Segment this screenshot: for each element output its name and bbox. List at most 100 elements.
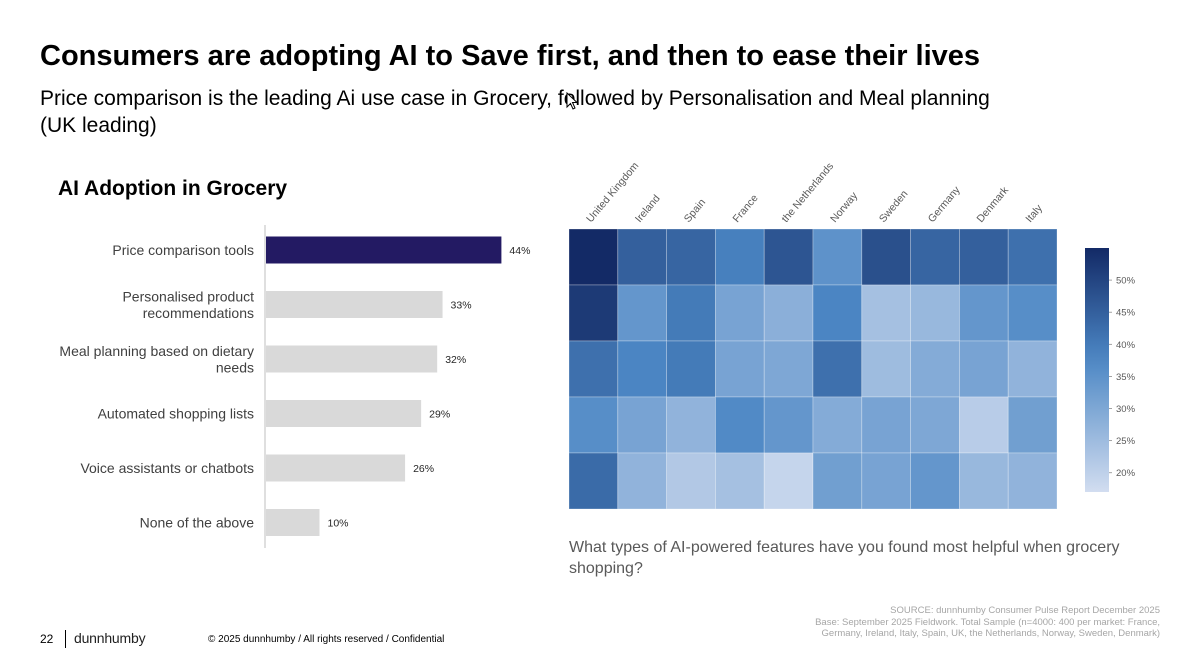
bar-value-label: 33% [451, 300, 472, 312]
bar [266, 509, 320, 536]
source-line-1: SOURCE: dunnhumby Consumer Pulse Report … [890, 605, 1160, 616]
bar-category-label: Personalised product [122, 288, 254, 304]
heatmap-cell [763, 452, 814, 510]
heatmap-cell [812, 452, 863, 510]
bar-category-label: needs [216, 359, 254, 375]
heatmap-cell [1007, 340, 1058, 398]
heatmap-cell [617, 284, 667, 342]
heatmap-cell [1007, 284, 1058, 342]
footer-divider [65, 630, 66, 648]
slide-subtitle: Price comparison is the leading Ai use c… [40, 87, 990, 137]
heatmap-column-label: the Netherlands [779, 160, 836, 225]
bar-value-label: 29% [429, 409, 450, 421]
heatmap-cell [666, 340, 716, 398]
heatmap-cell [861, 452, 911, 510]
heatmap-cell [763, 284, 814, 342]
bar [266, 345, 438, 373]
bar-category-label: Price comparison tools [112, 242, 254, 258]
bar [266, 291, 443, 318]
heatmap-cell [861, 284, 911, 342]
heatmap-cell [714, 284, 765, 342]
heatmap-cell [958, 284, 1009, 342]
bar-value-label: 26% [413, 463, 434, 475]
heatmap-cell [910, 284, 960, 342]
bar-value-label: 32% [445, 354, 466, 366]
heatmap-column-label: Italy [1023, 202, 1045, 225]
survey-question: What types of AI-powered features have y… [569, 539, 1120, 577]
heatmap-cell [714, 452, 765, 510]
heatmap-cell [666, 228, 716, 286]
heatmap-cell [617, 452, 667, 510]
bar-chart-title: AI Adoption in Grocery [58, 177, 288, 200]
heatmap-cell [763, 396, 814, 454]
heatmap-cell [568, 340, 619, 398]
bar [266, 236, 502, 264]
heatmap-column-label: Germany [926, 184, 963, 225]
bar-value-label: 10% [328, 518, 349, 530]
heatmap-column-label: Spain [682, 197, 709, 225]
colorbar-tick-label: 30% [1116, 404, 1136, 415]
heatmap-cell [861, 228, 911, 286]
heatmap-cell [1007, 396, 1058, 454]
bar-category-label: Automated shopping lists [98, 406, 254, 422]
heatmap-cell [714, 228, 765, 286]
bar [266, 400, 422, 427]
heatmap-cell [812, 340, 863, 398]
colorbar [1085, 248, 1109, 492]
heatmap-cell [958, 396, 1009, 454]
bar-category-label: Meal planning based on dietary [59, 343, 254, 359]
heatmap-cell [958, 340, 1009, 398]
colorbar-tick-label: 20% [1116, 468, 1136, 479]
colorbar-tick-label: 50% [1116, 276, 1136, 287]
copyright-text: © 2025 dunnhumby / All rights reserved /… [208, 634, 445, 645]
colorbar-tick-label: 35% [1116, 372, 1136, 383]
heatmap-cell [958, 228, 1009, 286]
brand-logo: dunnhumby [74, 630, 146, 646]
heatmap-cell [568, 452, 619, 510]
heatmap-cell [568, 284, 619, 342]
heatmap-cell [861, 340, 911, 398]
bar-category-label: Voice assistants or chatbots [80, 460, 254, 476]
heatmap-cell [910, 228, 960, 286]
heatmap-cell [617, 396, 667, 454]
bar-category-label: None of the above [140, 515, 255, 531]
mouse-cursor-icon [566, 92, 579, 110]
bar [266, 454, 406, 482]
heatmap-cell [763, 340, 814, 398]
heatmap-column-label: France [731, 192, 761, 225]
heatmap-cell [617, 340, 667, 398]
colorbar-tick-label: 45% [1116, 308, 1136, 319]
source-line-3: Germany, Ireland, Italy, Spain, UK, the … [821, 628, 1160, 639]
heatmap-cell [568, 228, 619, 286]
heatmap-cell [568, 396, 619, 454]
heatmap-cell [714, 340, 765, 398]
colorbar-tick-label: 40% [1116, 340, 1136, 351]
heatmap-cell [666, 452, 716, 510]
heatmap-cell [910, 340, 960, 398]
page-number: 22 [40, 632, 54, 646]
heatmap-cell [812, 284, 863, 342]
heatmap-cell [958, 452, 1009, 510]
bar-category-label: recommendations [143, 305, 254, 321]
source-line-2: Base: September 2025 Fieldwork. Total Sa… [815, 616, 1160, 628]
heatmap-cell [1007, 452, 1058, 510]
bar-value-label: 44% [509, 245, 530, 257]
colorbar-tick-label: 25% [1116, 436, 1136, 447]
heatmap-column-label: Sweden [877, 188, 911, 225]
source-note: SOURCE: dunnhumby Consumer Pulse Report … [740, 605, 1160, 640]
slide-title: Consumers are adopting AI to Save first,… [40, 40, 981, 72]
heatmap-column-label: Norway [828, 189, 861, 225]
heatmap-cell [910, 452, 960, 510]
heatmap-cell [714, 396, 765, 454]
heatmap-column-label: Denmark [975, 184, 1012, 225]
heatmap-cell [666, 396, 716, 454]
heatmap-cell [763, 228, 814, 286]
heatmap-cell [861, 396, 911, 454]
heatmap-cell [617, 228, 667, 286]
heatmap-column-label: United Kingdom [584, 160, 641, 225]
heatmap-cell [910, 396, 960, 454]
heatmap-cell [812, 396, 863, 454]
heatmap-cell [812, 228, 863, 286]
heatmap-cell [1007, 228, 1058, 286]
